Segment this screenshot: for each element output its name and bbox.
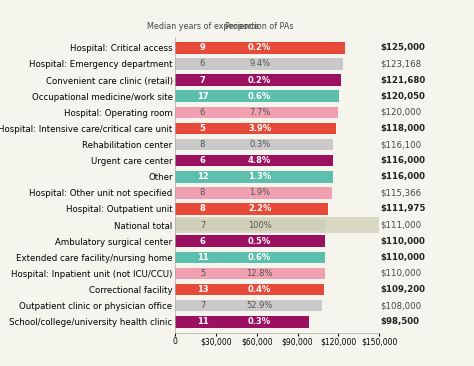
Bar bbox=[175, 235, 325, 247]
Text: $120,050: $120,050 bbox=[381, 92, 426, 101]
Bar bbox=[175, 171, 333, 183]
Text: 8: 8 bbox=[200, 205, 205, 213]
Text: 7.7%: 7.7% bbox=[249, 108, 270, 117]
Text: 52.9%: 52.9% bbox=[246, 301, 273, 310]
Text: $108,000: $108,000 bbox=[381, 301, 422, 310]
Text: 0.2%: 0.2% bbox=[248, 76, 271, 85]
Text: 5: 5 bbox=[200, 269, 205, 278]
Text: 100%: 100% bbox=[248, 221, 272, 229]
Text: 7: 7 bbox=[200, 221, 205, 229]
Text: 1.9%: 1.9% bbox=[249, 188, 270, 197]
Text: 0.2%: 0.2% bbox=[248, 44, 271, 52]
Bar bbox=[175, 268, 325, 279]
Text: 2.2%: 2.2% bbox=[248, 205, 271, 213]
Text: 9.4%: 9.4% bbox=[249, 60, 270, 68]
Text: $115,366: $115,366 bbox=[381, 188, 422, 197]
Text: 0.4%: 0.4% bbox=[248, 285, 271, 294]
Text: 11: 11 bbox=[197, 317, 209, 326]
Text: 6: 6 bbox=[200, 108, 205, 117]
Text: 6: 6 bbox=[200, 156, 206, 165]
Text: $116,000: $116,000 bbox=[381, 156, 426, 165]
Text: $118,000: $118,000 bbox=[381, 124, 426, 133]
Text: $110,000: $110,000 bbox=[381, 237, 426, 246]
Text: $123,168: $123,168 bbox=[381, 60, 422, 68]
Bar bbox=[175, 284, 324, 295]
Text: 0.5%: 0.5% bbox=[248, 237, 271, 246]
Text: 0.6%: 0.6% bbox=[248, 253, 271, 262]
Text: $120,000: $120,000 bbox=[381, 108, 422, 117]
Text: 4.8%: 4.8% bbox=[248, 156, 271, 165]
Text: 1.3%: 1.3% bbox=[248, 172, 271, 181]
Text: $116,100: $116,100 bbox=[381, 140, 422, 149]
Bar bbox=[175, 251, 325, 263]
Text: $110,000: $110,000 bbox=[381, 269, 422, 278]
Text: 0.3%: 0.3% bbox=[248, 317, 271, 326]
Bar bbox=[175, 219, 326, 231]
Bar bbox=[175, 42, 345, 54]
Bar bbox=[175, 219, 326, 231]
Text: 13: 13 bbox=[197, 285, 209, 294]
Text: 5: 5 bbox=[200, 124, 206, 133]
Text: 8: 8 bbox=[200, 140, 205, 149]
Text: $111,000: $111,000 bbox=[381, 221, 422, 229]
Text: 12.8%: 12.8% bbox=[246, 269, 273, 278]
Text: 6: 6 bbox=[200, 60, 205, 68]
Bar bbox=[175, 74, 341, 86]
Text: $110,000: $110,000 bbox=[381, 253, 426, 262]
Bar bbox=[175, 90, 338, 102]
Bar bbox=[175, 155, 333, 167]
Bar bbox=[175, 123, 336, 134]
Text: 3.9%: 3.9% bbox=[248, 124, 271, 133]
Bar bbox=[175, 300, 322, 311]
Text: 7: 7 bbox=[200, 76, 205, 85]
Text: 6: 6 bbox=[200, 237, 206, 246]
Text: 0.3%: 0.3% bbox=[249, 140, 270, 149]
Text: $109,200: $109,200 bbox=[381, 285, 426, 294]
Bar bbox=[175, 217, 379, 233]
Text: Median years of experience: Median years of experience bbox=[146, 22, 258, 31]
Text: 8: 8 bbox=[200, 188, 205, 197]
Text: 11: 11 bbox=[197, 253, 209, 262]
Text: Proportion of PAs: Proportion of PAs bbox=[225, 22, 294, 31]
Text: 9: 9 bbox=[200, 44, 205, 52]
Text: $116,000: $116,000 bbox=[381, 172, 426, 181]
Bar bbox=[175, 187, 332, 199]
Text: 7: 7 bbox=[200, 301, 205, 310]
Bar bbox=[175, 316, 309, 328]
Text: $125,000: $125,000 bbox=[381, 44, 426, 52]
Text: $111,975: $111,975 bbox=[381, 205, 426, 213]
Bar bbox=[175, 203, 328, 215]
Text: $121,680: $121,680 bbox=[381, 76, 426, 85]
Bar bbox=[175, 107, 338, 118]
Text: 12: 12 bbox=[197, 172, 209, 181]
Text: 17: 17 bbox=[197, 92, 209, 101]
Text: 0.6%: 0.6% bbox=[248, 92, 271, 101]
Text: $98,500: $98,500 bbox=[381, 317, 419, 326]
Bar bbox=[175, 58, 343, 70]
Bar bbox=[175, 139, 333, 150]
